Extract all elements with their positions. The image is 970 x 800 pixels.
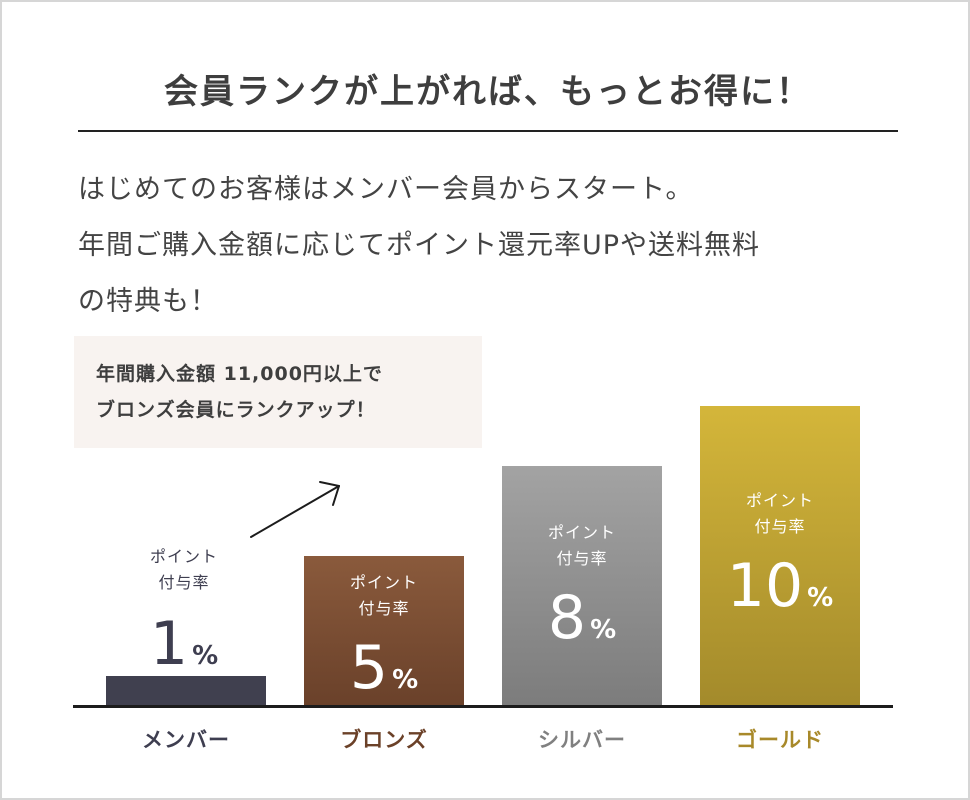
tier-name-silver: シルバー [538, 728, 626, 752]
callout-line: 年間購入金額 11,000円以上で [96, 363, 383, 385]
page-title: 会員ランクが上がれば、もっとお得に！ [164, 72, 812, 112]
chart-baseline [73, 705, 893, 708]
bar-member [106, 676, 266, 706]
bronze-rate-label: ポイント 付与率 [349, 573, 418, 618]
tier-name-bronze: ブロンズ [340, 728, 428, 752]
gold-rate-value: 10% [726, 551, 834, 621]
bar-bronze [304, 556, 464, 706]
gold-rate-label: ポイント 付与率 [745, 491, 814, 536]
tier-name-gold: ゴールド [736, 728, 824, 752]
callout-line: ブロンズ会員にランクアップ！ [96, 399, 376, 421]
intro-line: の特典も！ [78, 286, 218, 317]
bar-silver [502, 466, 662, 706]
member-rate-label: ポイント 付与率 [149, 547, 218, 592]
rank-up-callout: 年間購入金額 11,000円以上で ブロンズ会員にランクアップ！ [74, 336, 482, 448]
title-divider [78, 130, 898, 132]
silver-rate-label: ポイント 付与率 [547, 523, 616, 568]
bar-gold [700, 406, 860, 706]
silver-rate-value: 8% [547, 583, 617, 653]
intro-line: 年間ご購入金額に応じてポイント還元率UPや送料無料 [78, 230, 761, 261]
intro-line: はじめてのお客様はメンバー会員からスタート。 [78, 174, 694, 205]
tier-name-member: メンバー [142, 728, 230, 752]
member-rate-value: 1% [149, 609, 219, 679]
intro-text: はじめてのお客様はメンバー会員からスタート。 年間ご購入金額に応じてポイント還元… [78, 162, 908, 330]
bronze-rate-value: 5% [349, 633, 419, 703]
